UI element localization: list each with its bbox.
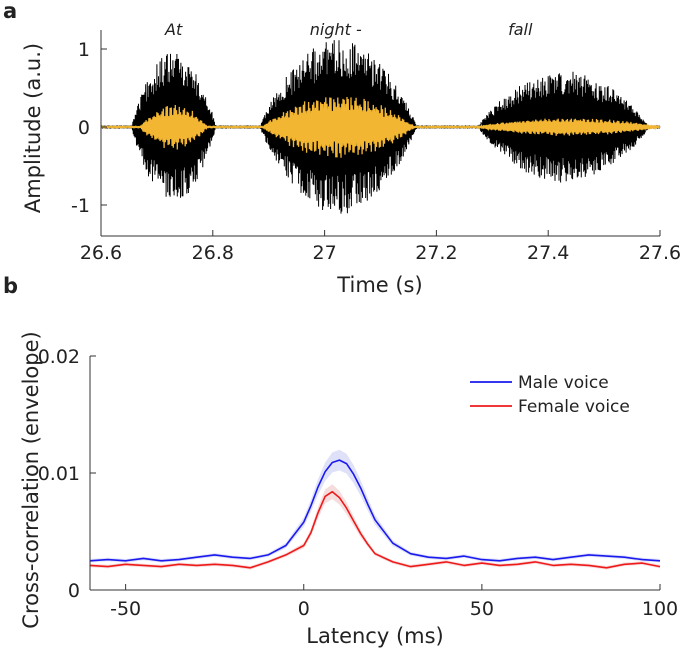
panel-b-legend: Male voice Female voice bbox=[470, 373, 630, 417]
panel-b-y-axis-title: Cross-correlation (envelope) bbox=[19, 331, 43, 628]
panel-a-waveform-chart: 26.6 26.8 27 27.2 27.4 27.6 -1 0 1 At night - fal… bbox=[21, 20, 681, 297]
panel-a-y-tick-label: 0 bbox=[78, 117, 90, 139]
panel-b-y-tick-label: 0.02 bbox=[38, 346, 80, 368]
panel-b-letter: b bbox=[3, 274, 18, 298]
panel-b-y-tick-label: 0 bbox=[68, 580, 80, 602]
male-error-band bbox=[90, 449, 660, 563]
panel-b-x-tick-label: 100 bbox=[642, 598, 678, 620]
panel-b-x-tick-label: 0 bbox=[298, 598, 310, 620]
panel-b-y-tick-label: 0.01 bbox=[38, 463, 80, 485]
panel-a-x-tick-label: 27 bbox=[313, 242, 337, 264]
female-voice-line bbox=[89, 490, 661, 569]
panel-b-correlation-chart: -50 0 50 100 0 0.01 0.02 Male voice Female vo… bbox=[19, 331, 678, 648]
panel-a-x-axis-title: Time (s) bbox=[336, 273, 422, 297]
panel-a-waveforms bbox=[100, 40, 661, 214]
panel-a-x-tick-label: 27.2 bbox=[415, 242, 457, 264]
panel-a-x-tick-label: 26.8 bbox=[192, 242, 234, 264]
panel-b-x-axis-title: Latency (ms) bbox=[306, 624, 443, 648]
panel-a-y-axis-title: Amplitude (a.u.) bbox=[21, 43, 45, 213]
panel-a-y-tick-label: -1 bbox=[71, 195, 90, 217]
word-annotation: night - bbox=[310, 20, 362, 39]
panel-a-y-tick-label: 1 bbox=[78, 39, 90, 61]
word-annotation: fall bbox=[508, 20, 533, 39]
panel-b-x-tick-label: -50 bbox=[110, 598, 141, 620]
panel-b-x-tick-label: 50 bbox=[470, 598, 494, 620]
male-voice-line bbox=[89, 459, 661, 562]
panel-a-x-tick-label: 26.6 bbox=[80, 242, 122, 264]
legend-male-label: Male voice bbox=[518, 373, 609, 393]
speech-waveform-line bbox=[100, 40, 661, 214]
panel-a-x-tick-label: 27.6 bbox=[639, 242, 681, 264]
panel-a-letter: a bbox=[3, 0, 17, 23]
word-annotation: At bbox=[164, 20, 183, 39]
panel-a-x-tick-label: 27.4 bbox=[527, 242, 569, 264]
envelope-waveform-line bbox=[100, 96, 661, 158]
legend-female-label: Female voice bbox=[518, 397, 630, 417]
